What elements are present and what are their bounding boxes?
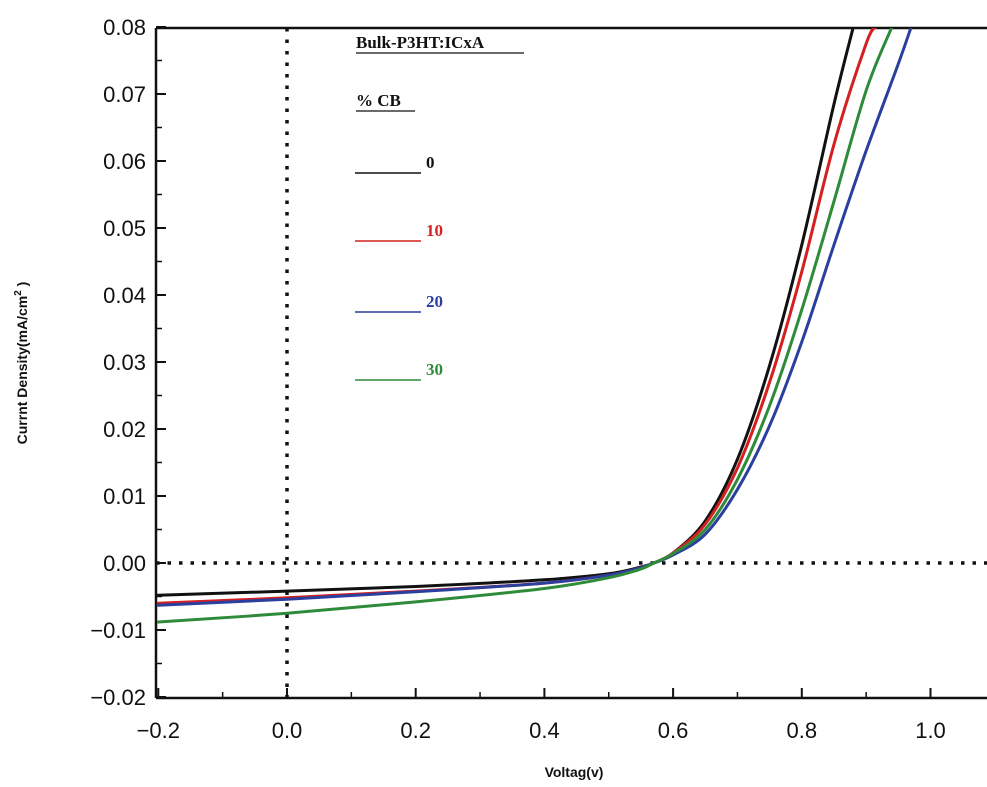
y-tick-label: 0.05 [103, 216, 146, 241]
y-tick-label: 0.03 [103, 350, 146, 375]
legend-label-0: 0 [426, 153, 435, 172]
x-tick-label: 0.6 [658, 718, 689, 743]
series-line-20 [156, 28, 913, 607]
y-axis-title-close: ) [14, 282, 30, 291]
legend: Bulk-P3HT:ICxA % CB 0 10 20 30 [355, 33, 524, 381]
legend-label-20: 20 [426, 292, 443, 311]
x-tick-label: 0.2 [400, 718, 431, 743]
legend-subtitle: % CB [356, 91, 401, 110]
x-tick-label: 1.0 [915, 718, 946, 743]
x-axis-title: Voltag(v) [545, 764, 604, 780]
series-line-30 [156, 28, 894, 624]
y-tick-label: 0.04 [103, 283, 146, 308]
y-tick-label: −0.02 [90, 685, 146, 710]
y-tick-label: 0.07 [103, 82, 146, 107]
x-tick-label: 0.4 [529, 718, 560, 743]
x-tick-label: 0.8 [787, 718, 818, 743]
legend-label-30: 30 [426, 360, 443, 379]
y-tick-label: −0.01 [90, 618, 146, 643]
y-axis-title-main: Currnt Density(mA/cm [14, 296, 30, 445]
y-tick-label: 0.02 [103, 417, 146, 442]
legend-title: Bulk-P3HT:ICxA [356, 33, 485, 52]
x-tick-label: 0.0 [272, 718, 303, 743]
y-axis-title-sup: 2 [13, 290, 24, 296]
y-tick-label: 0.06 [103, 149, 146, 174]
y-tick-label: 0.01 [103, 484, 146, 509]
series-line-0 [156, 28, 855, 597]
y-tick-label: 0.08 [103, 15, 146, 40]
y-tick-label: 0.00 [103, 551, 146, 576]
x-tick-label: −0.2 [137, 718, 180, 743]
series-line-10 [156, 28, 877, 605]
y-axis-title: Currnt Density(mA/cm2 ) [13, 282, 30, 445]
legend-label-10: 10 [426, 221, 443, 240]
